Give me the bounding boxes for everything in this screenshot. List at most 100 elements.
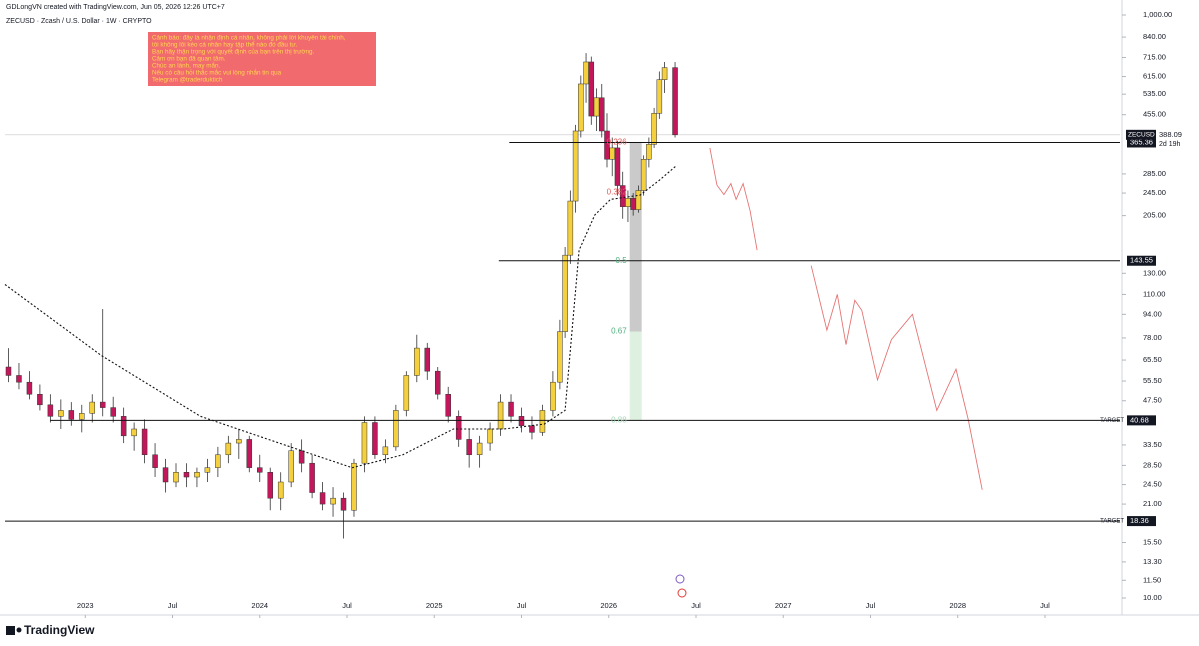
note-line: Nếu có câu hỏi thắc mắc vui lòng nhắn ti…	[152, 68, 282, 77]
candle-body	[393, 410, 399, 448]
x-tick-label: 2028	[949, 601, 966, 610]
credit: GDLongVN created with TradingView.com, J…	[6, 4, 225, 11]
candle-body	[372, 422, 378, 456]
candle-body	[508, 401, 514, 417]
note-box: Cảnh báo: đây là nhận định cá nhân, khôn…	[148, 32, 376, 86]
event-icon	[675, 574, 685, 584]
y-tick-label: 13.30	[1143, 557, 1162, 566]
candle-body	[599, 97, 605, 132]
candle-body	[277, 481, 284, 499]
candle-body	[173, 472, 179, 483]
note-line: Chúc an lành, may mắn.	[152, 61, 221, 70]
y-tick-label: 24.50	[1143, 480, 1162, 489]
candle-body	[162, 467, 169, 483]
note-line: Cảm ơn bạn đã quan tâm.	[152, 56, 226, 63]
candle-body	[445, 394, 451, 417]
candle-body	[630, 198, 636, 210]
x-tick-label: 2027	[775, 601, 792, 610]
y-tick-label: 205.00	[1143, 211, 1166, 220]
candle-body	[5, 366, 12, 376]
note-line: Telegram @traderduktich	[152, 77, 223, 84]
candle-body	[635, 190, 642, 210]
candle-body	[567, 200, 574, 256]
candle-body	[309, 462, 315, 493]
y-tick-label: 55.50	[1143, 376, 1162, 385]
y-tick-label: 65.50	[1143, 355, 1162, 364]
fib-label: 0.88	[611, 415, 627, 424]
chart-title: ZECUSD · Zcash / U.S. Dollar · 1W · CRYP…	[6, 18, 152, 25]
x-tick-label: 2026	[600, 601, 617, 610]
candle-body	[16, 375, 22, 383]
y-tick-label: 130.00	[1143, 268, 1166, 277]
price-tag-label: 365.36	[1130, 137, 1153, 146]
y-tick-label: 840.00	[1143, 32, 1166, 41]
y-tick-label: 28.50	[1143, 460, 1162, 469]
candle-body	[68, 410, 75, 420]
fib-label: 0.382	[607, 188, 628, 197]
note-line: Bạn hãy thận trọng với quyết định của bạ…	[152, 47, 315, 56]
price-tag	[1156, 129, 1186, 140]
last-price-label: 388.09	[1159, 130, 1182, 139]
x-tick-label: Jul	[866, 601, 876, 610]
candle-body	[651, 113, 657, 145]
y-tick-label: 21.00	[1143, 499, 1162, 508]
price-tag-label: 18.36	[1130, 516, 1149, 525]
candle-body	[557, 331, 563, 383]
candle-body	[351, 462, 357, 511]
y-tick-label: 33.50	[1143, 440, 1162, 449]
candle-body	[562, 254, 568, 332]
candle-body	[141, 428, 148, 456]
candle-body	[572, 130, 579, 202]
y-tick-label: 94.00	[1143, 309, 1162, 318]
x-tick-label: 2023	[77, 601, 94, 610]
candle-body	[152, 454, 158, 468]
y-tick-label: 15.50	[1143, 538, 1162, 547]
price-tag-label: 40.68	[1130, 415, 1149, 424]
candle-body	[424, 347, 431, 372]
candle-body	[215, 454, 221, 468]
candle-body	[466, 439, 472, 456]
candle-body	[583, 61, 589, 85]
x-tick-label: Jul	[342, 601, 352, 610]
candle-body	[319, 492, 326, 505]
candle-body	[487, 428, 493, 444]
x-tick-label: Jul	[1040, 601, 1050, 610]
x-tick-label: Jul	[517, 601, 527, 610]
candle-body	[476, 442, 483, 456]
fib-label: 0.67	[611, 327, 627, 336]
candle-body	[382, 446, 389, 456]
candle-body	[656, 79, 663, 114]
candle-body	[298, 450, 305, 464]
candle-body	[661, 67, 668, 80]
candle-body	[539, 410, 546, 433]
candle-body	[625, 198, 631, 207]
candle-body	[529, 425, 535, 433]
candle-body	[403, 375, 410, 411]
event-icon	[677, 588, 687, 598]
candle-body	[99, 401, 106, 408]
candle-body	[236, 439, 242, 444]
fib-zone	[629, 142, 642, 332]
event-icons	[675, 574, 687, 598]
candle-body	[26, 381, 33, 395]
candle-body	[37, 394, 43, 406]
level-tag: TARGET	[1100, 418, 1124, 424]
candle-body	[672, 67, 678, 136]
candle-body	[58, 410, 64, 417]
candle-body	[518, 416, 525, 426]
candle-body	[604, 130, 610, 160]
level-tag: TARGET	[1100, 519, 1124, 525]
note-line: Cảnh báo: đây là nhận định cá nhân, khôn…	[152, 35, 346, 42]
candle-body	[640, 158, 647, 191]
y-tick-label: 245.00	[1143, 188, 1166, 197]
candle-body	[131, 428, 137, 437]
candle-body	[434, 370, 441, 395]
price-tag	[1127, 516, 1156, 527]
candle-body	[257, 467, 263, 473]
candle-body	[79, 413, 85, 420]
candle-body	[246, 439, 253, 468]
price-tag	[1127, 255, 1156, 266]
candle-body	[47, 404, 54, 417]
